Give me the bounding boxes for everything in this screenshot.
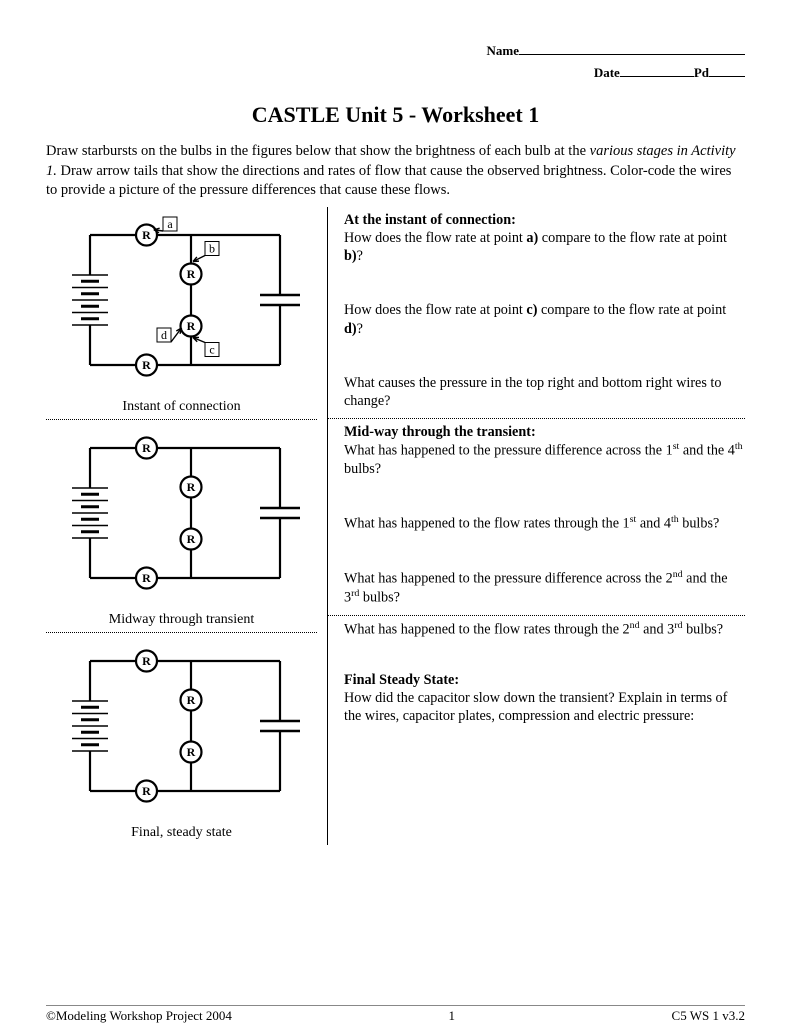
footer-right: C5 WS 1 v3.2 bbox=[672, 1008, 745, 1024]
footer-center: 1 bbox=[448, 1008, 455, 1024]
svg-text:R: R bbox=[186, 532, 195, 546]
diagram-2-caption: Midway through transient bbox=[46, 612, 317, 628]
svg-text:R: R bbox=[142, 441, 151, 455]
diagram-1-wrap: R R R Ra b c d Instant of connection bbox=[46, 207, 317, 419]
page-footer: ©Modeling Workshop Project 2004 1 C5 WS … bbox=[46, 1005, 745, 1024]
name-line[interactable] bbox=[519, 42, 745, 55]
circuit-diagram-2: R R R R bbox=[46, 426, 317, 610]
name-label: Name bbox=[487, 43, 520, 58]
q-instant-2: How does the flow rate at point c) compa… bbox=[344, 301, 745, 337]
q-final-1: Final Steady State: How did the capacito… bbox=[344, 671, 745, 726]
intro-paragraph: Draw starbursts on the bulbs in the figu… bbox=[46, 142, 745, 201]
footer-left: ©Modeling Workshop Project 2004 bbox=[46, 1008, 232, 1024]
svg-text:R: R bbox=[142, 654, 151, 668]
svg-text:R: R bbox=[142, 228, 151, 242]
svg-text:a: a bbox=[167, 217, 173, 231]
hd-final: Final Steady State: bbox=[344, 672, 459, 688]
q-mid-3: What has happened to the pressure differ… bbox=[344, 569, 745, 607]
q-instant-1: At the instant of connection: How does t… bbox=[344, 211, 745, 266]
diagram-1-caption: Instant of connection bbox=[46, 399, 317, 415]
date-line[interactable] bbox=[620, 64, 694, 77]
intro-post: Draw arrow tails that show the direction… bbox=[46, 163, 731, 199]
svg-text:R: R bbox=[186, 745, 195, 759]
page-title: CASTLE Unit 5 - Worksheet 1 bbox=[46, 102, 745, 128]
svg-text:c: c bbox=[209, 342, 214, 356]
svg-text:R: R bbox=[186, 693, 195, 707]
section-final: What has happened to the flow rates thro… bbox=[344, 616, 745, 725]
worksheet-page: Name DatePd CASTLE Unit 5 - Worksheet 1 … bbox=[0, 0, 791, 1024]
diagram-2-wrap: R R R R Midway through transient bbox=[46, 420, 317, 632]
pd-line[interactable] bbox=[709, 64, 745, 77]
section-instant: At the instant of connection: How does t… bbox=[344, 207, 745, 410]
section-midway: Mid-way through the transient: What has … bbox=[344, 419, 745, 607]
svg-text:R: R bbox=[142, 358, 151, 372]
hd-instant: At the instant of connection: bbox=[344, 212, 516, 228]
q-mid-1: Mid-way through the transient: What has … bbox=[344, 423, 745, 478]
svg-text:R: R bbox=[142, 571, 151, 585]
intro-pre: Draw starbursts on the bulbs in the figu… bbox=[46, 143, 590, 159]
svg-text:b: b bbox=[209, 241, 215, 255]
q-mid-2: What has happened to the flow rates thro… bbox=[344, 514, 745, 533]
two-column-body: R R R Ra b c d Instant of connection R R R R Midw… bbox=[46, 207, 745, 845]
header-fields: Name Date Pd bbox=[46, 40, 745, 84]
diagram-3-wrap: R R R R Final, steady state bbox=[46, 633, 317, 845]
hd-midway: Mid-way through the transient: bbox=[344, 424, 536, 440]
diagram-3-caption: Final, steady state bbox=[46, 825, 317, 841]
q-final-0: What has happened to the flow rates thro… bbox=[344, 620, 745, 639]
circuit-diagram-1: R R R Ra b c d bbox=[46, 213, 317, 397]
svg-text:R: R bbox=[186, 480, 195, 494]
svg-text:d: d bbox=[161, 328, 167, 342]
question-column: At the instant of connection: How does t… bbox=[328, 207, 745, 845]
svg-text:R: R bbox=[142, 784, 151, 798]
pd-label: Pd bbox=[694, 65, 709, 80]
svg-text:R: R bbox=[186, 267, 195, 281]
svg-text:R: R bbox=[186, 319, 195, 333]
date-label: Date bbox=[594, 65, 620, 80]
q-instant-3: What causes the pressure in the top righ… bbox=[344, 374, 745, 410]
circuit-diagram-3: R R R R bbox=[46, 639, 317, 823]
diagram-column: R R R Ra b c d Instant of connection R R R R Midw… bbox=[46, 207, 328, 845]
